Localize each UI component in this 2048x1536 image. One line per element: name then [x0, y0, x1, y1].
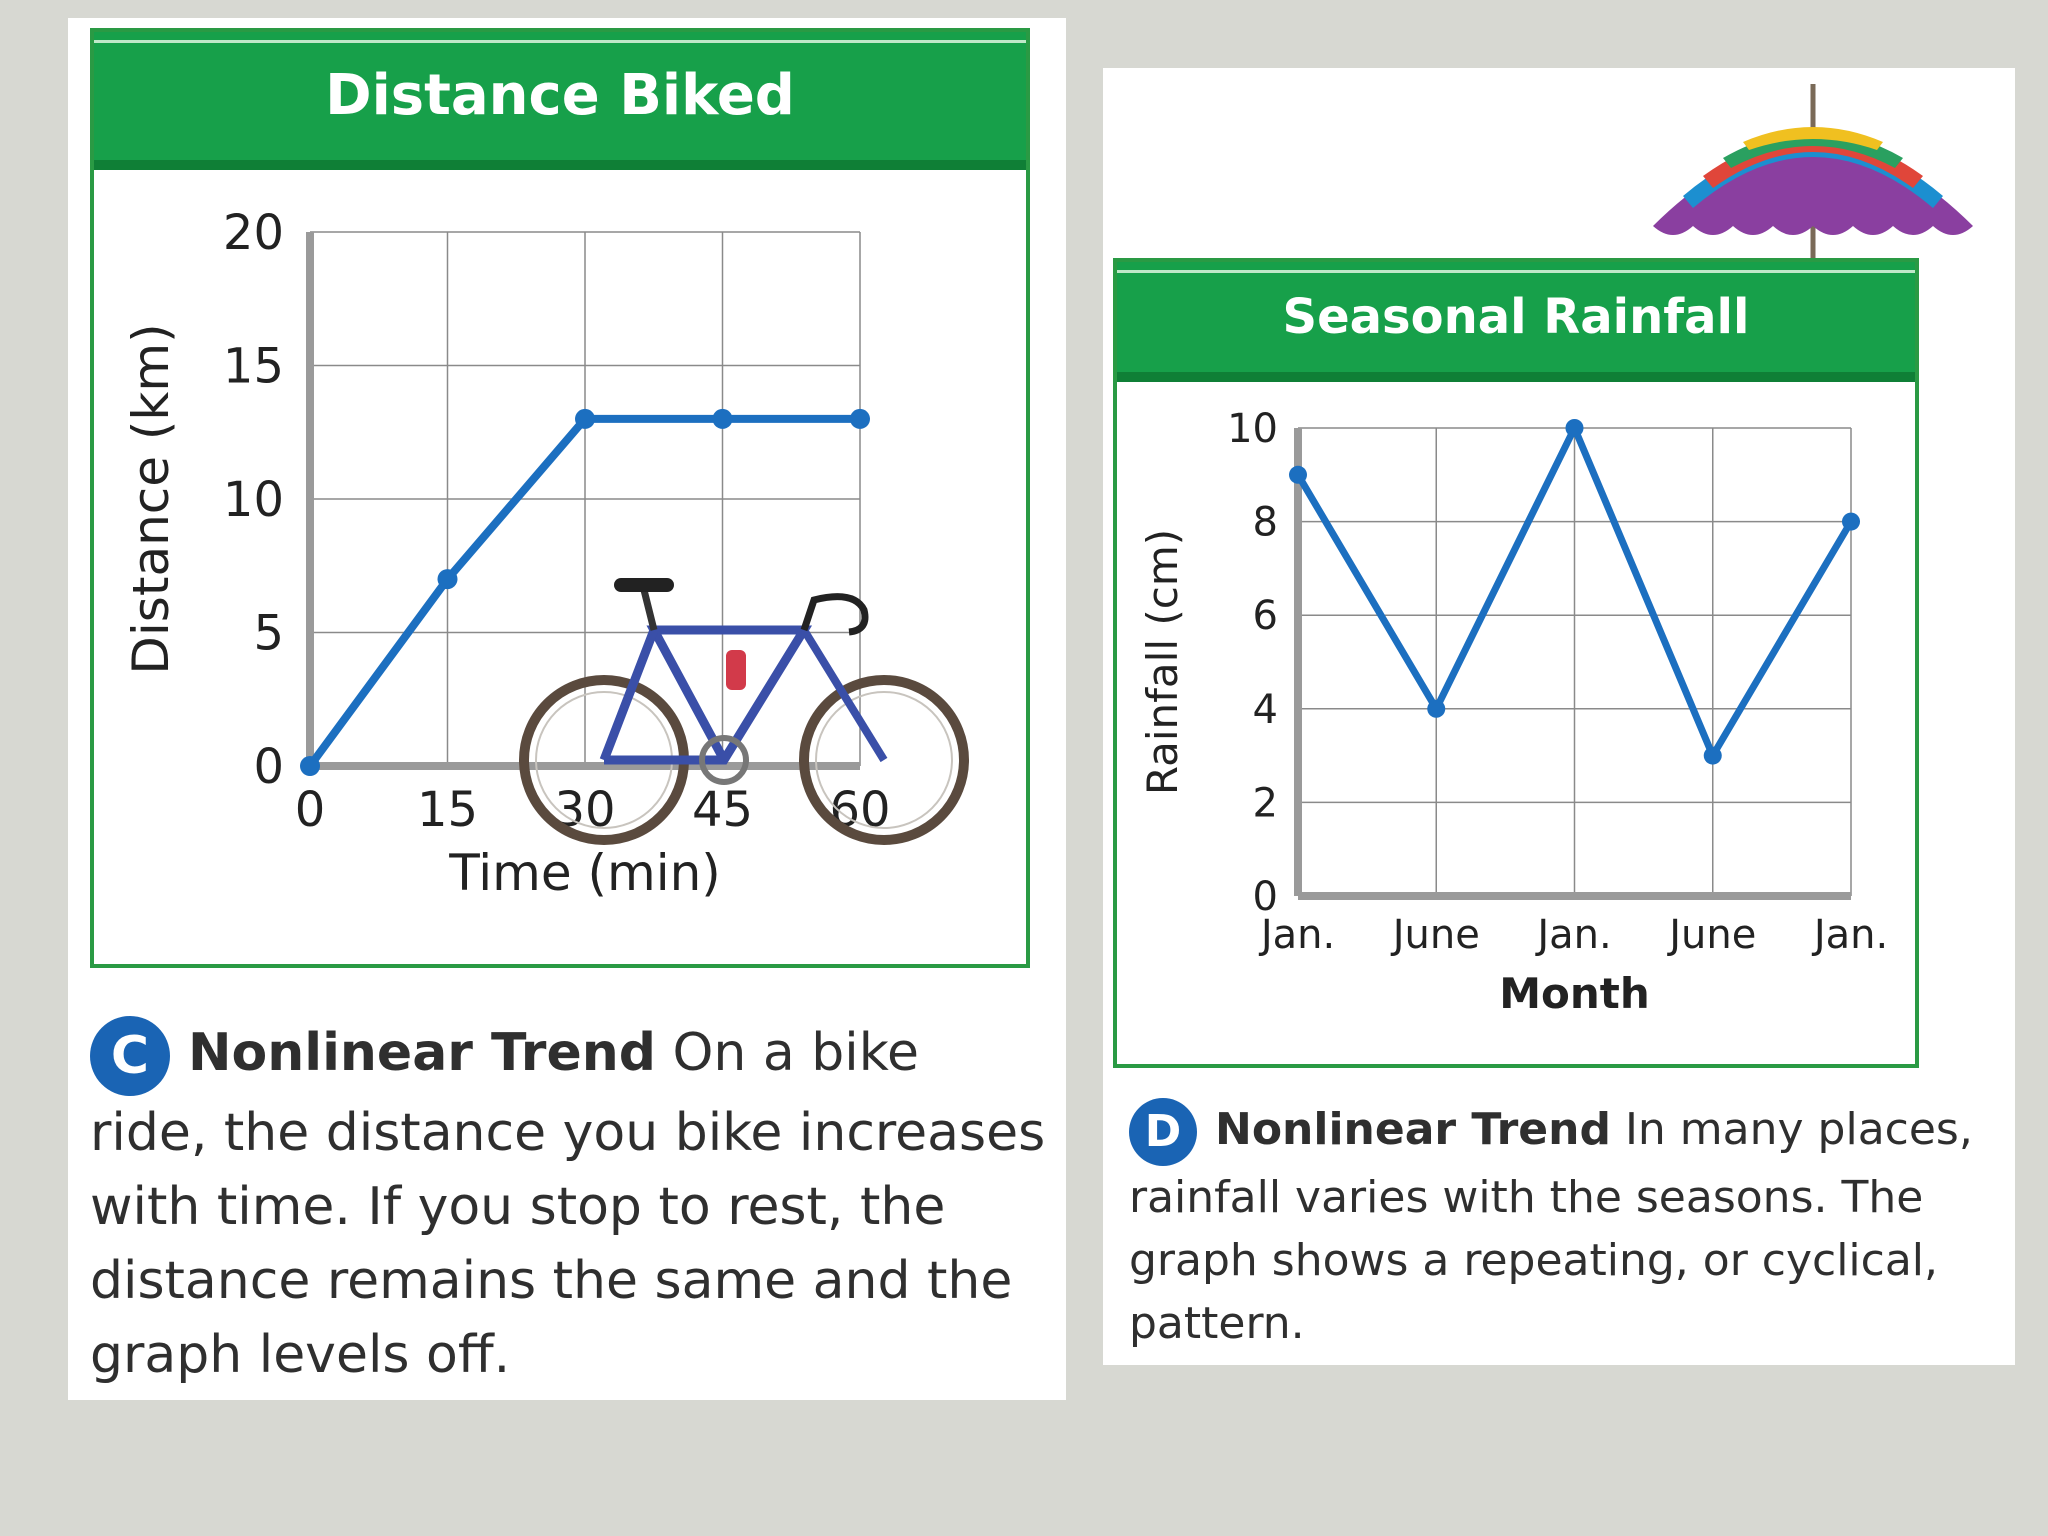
data-point — [850, 408, 870, 429]
data-point — [300, 756, 320, 776]
bicycle-photo — [519, 578, 969, 845]
bicycle-handlebar — [800, 593, 869, 636]
panel-distance-biked: Distance Biked 0 5 10 15 20 0 15 30 45 60 Time (mi… — [68, 18, 1066, 1400]
data-point — [1703, 746, 1722, 765]
data-point — [1289, 465, 1307, 484]
data-point — [712, 408, 733, 429]
x-tick-label: June — [1666, 912, 1756, 958]
x-tick-label: 45 — [692, 782, 753, 838]
data-point — [437, 569, 458, 590]
chart-title-distance: Distance Biked — [325, 63, 795, 128]
y-tick-label: 0 — [1253, 874, 1278, 920]
badge-d: D — [1129, 1098, 1197, 1166]
caption-c: C Nonlinear Trend On a bike ride, the dis… — [90, 1016, 1050, 1392]
header-stripe — [1117, 270, 1915, 273]
y-tick-label: 5 — [253, 605, 284, 661]
caption-c-text: On a bike ride, the distance you bike in… — [90, 1023, 1046, 1385]
chart-header-rainfall: Seasonal Rainfall — [1117, 262, 1915, 382]
bicycle-spokes — [815, 691, 953, 829]
y-tick-label: 10 — [223, 472, 284, 528]
x-axis-label: Time (min) — [448, 844, 721, 902]
x-tick-label: 0 — [295, 782, 326, 838]
data-point — [1842, 512, 1860, 531]
caption-d-text: In many places, rainfall varies with the… — [1129, 1104, 1973, 1349]
data-point — [1427, 699, 1446, 718]
x-tick-label: Jan. — [1258, 912, 1335, 958]
caption-d-lead: Nonlinear Trend — [1215, 1104, 1611, 1155]
y-axis-label: Distance (km) — [122, 323, 180, 674]
bicycle-bottle — [726, 650, 746, 690]
x-axis-label: Month — [1499, 969, 1650, 1018]
caption-d: D Nonlinear Trend In many places, rainfal… — [1129, 1098, 1989, 1355]
x-tick-label: Jan. — [1811, 912, 1888, 958]
x-tick-label: June — [1390, 912, 1480, 958]
chart-card-distance: Distance Biked 0 5 10 15 20 0 15 30 45 60 Time (mi… — [90, 28, 1030, 968]
bicycle-frame — [604, 625, 813, 765]
bicycle-chainring — [699, 735, 749, 785]
y-tick-label: 6 — [1253, 593, 1278, 639]
bicycle-seatstay — [599, 628, 659, 762]
y-tick-label: 10 — [1227, 406, 1278, 452]
y-axis-label: Rainfall (cm) — [1138, 529, 1187, 795]
y-tick-label: 15 — [223, 338, 284, 394]
bicycle-saddle — [614, 578, 674, 592]
y-tick-label: 8 — [1253, 500, 1278, 546]
bicycle-seatpost — [640, 589, 658, 631]
data-point — [575, 408, 595, 429]
y-tick-label: 0 — [253, 739, 284, 795]
caption-c-lead: Nonlinear Trend — [188, 1023, 656, 1083]
y-tick-label: 2 — [1253, 780, 1278, 826]
rainfall-chart: 0 2 4 6 8 10 Jan. June Jan. June Jan. Month Rainfall… — [1138, 406, 1888, 1018]
bicycle-wheel — [799, 675, 969, 845]
y-tick-label: 20 — [223, 205, 284, 261]
x-tick-label: Jan. — [1534, 912, 1611, 958]
y-tick-label: 4 — [1253, 687, 1278, 733]
chart-card-rainfall: Seasonal Rainfall 0 2 4 6 8 10 Jan. June Jan. Jun… — [1113, 258, 1919, 1068]
chart-header-distance: Distance Biked — [94, 32, 1026, 170]
bicycle-fork — [800, 627, 888, 763]
badge-c: C — [90, 1016, 170, 1096]
x-tick-label: 15 — [417, 782, 478, 838]
panel-seasonal-rainfall: Seasonal Rainfall 0 2 4 6 8 10 Jan. June Jan. Jun… — [1103, 68, 2015, 1365]
header-stripe — [94, 40, 1026, 43]
data-point — [1565, 419, 1584, 437]
chart-title-rainfall: Seasonal Rainfall — [1282, 289, 1750, 345]
